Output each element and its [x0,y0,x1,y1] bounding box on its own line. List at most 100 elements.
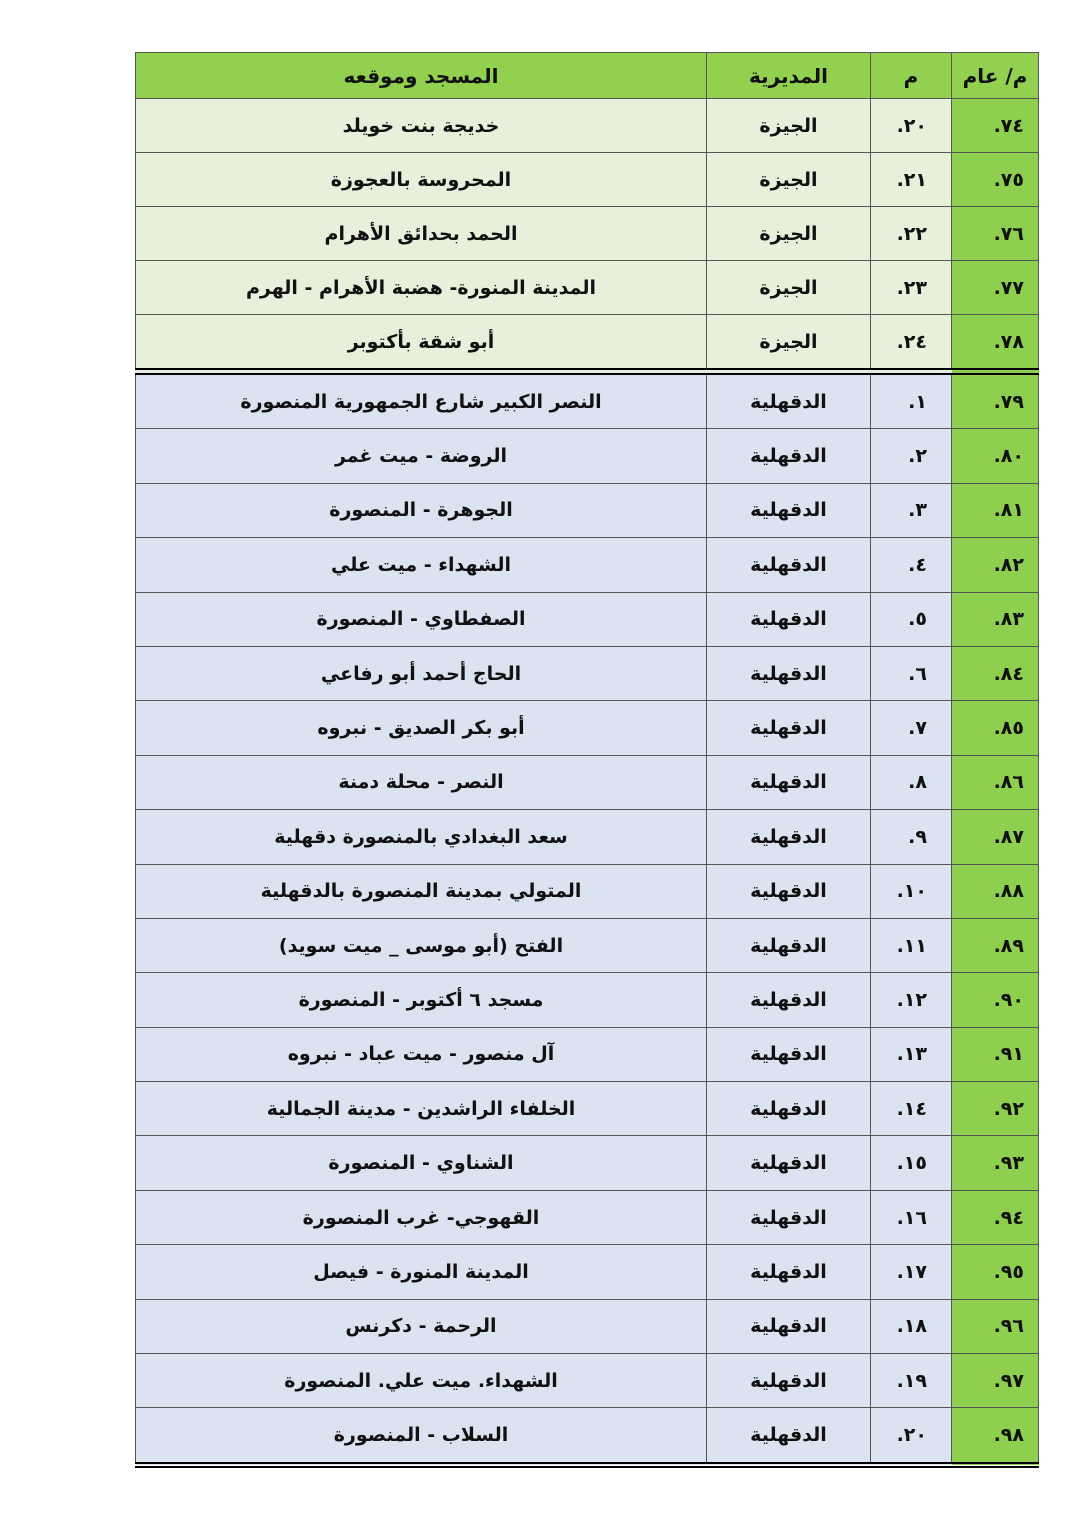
table-row: ٨٢. ٤. الدقهلية الشهداء - ميت علي [135,537,1039,593]
table-row: ٨٤. ٦. الدقهلية الحاج أحمد أبو رفاعي [135,645,1039,702]
general-number-cell: ٩٦. [951,1298,1039,1355]
number-cell: ٨. [870,754,952,811]
general-number-cell: ٩٥. [951,1244,1039,1300]
number-cell: ١٨. [870,1298,952,1355]
general-number-cell: ٧٩. [951,367,1039,430]
general-number-cell: ٩٧. [951,1353,1039,1409]
mosque-cell: السلاب - المنصورة [135,1407,707,1468]
general-number-cell: ٩٢. [951,1081,1039,1137]
number-cell: ٢٠. [870,98,952,153]
number-cell: ١٢. [870,972,952,1028]
mosque-cell: آل منصور - ميت عباد - نبروه [135,1026,707,1083]
general-number-cell: ٨٧. [951,809,1039,865]
number-cell: ١١. [870,917,952,974]
number-cell: ١٧. [870,1244,952,1300]
table-row: ٩٧. ١٩. الدقهلية الشهداء. ميت علي. المنصورة [135,1353,1039,1409]
table-row: ٨٦. ٨. الدقهلية النصر - محلة دمنة [135,754,1039,811]
number-cell: ١٠. [870,863,952,919]
number-cell: ٤. [870,537,952,593]
mosque-cell: النصر الكبير شارع الجمهورية المنصورة [135,367,707,430]
mosque-cell: الخلفاء الراشدين - مدينة الجمالية [135,1081,707,1137]
general-number-cell: ٧٨. [951,314,1039,372]
general-number-cell: ٨٣. [951,591,1039,647]
table-row: ٧٩. ١. الدقهلية النصر الكبير شارع الجمهورية… [135,367,1039,430]
table-row: ٨٧. ٩. الدقهلية سعد البغدادي بالمنصورة دقهل… [135,809,1039,865]
mosque-cell: الحمد بحدائق الأهرام [135,206,707,261]
mosque-cell: القهوجي- غرب المنصورة [135,1189,707,1246]
number-cell: ١. [870,367,952,430]
header-mosque: المسجد وموقعه [135,52,707,99]
number-cell: ٢٢. [870,206,952,261]
table-row: ٩٢. ١٤. الدقهلية الخلفاء الراشدين - مدينة ا… [135,1081,1039,1137]
mosque-cell: الرحمة - دكرنس [135,1298,707,1355]
general-number-cell: ٨١. [951,482,1039,539]
directorate-cell: الدقهلية [706,917,871,974]
mosque-cell: الشناوي - المنصورة [135,1135,707,1191]
mosque-cell: الحاج أحمد أبو رفاعي [135,645,707,702]
directorate-cell: الدقهلية [706,1026,871,1083]
number-cell: ٧. [870,700,952,756]
header-directorate: المديرية [706,52,871,99]
directorate-cell: الدقهلية [706,645,871,702]
general-number-cell: ٨٥. [951,700,1039,756]
table-row: ٨٨. ١٠. الدقهلية المتولي بمدينة المنصورة با… [135,863,1039,919]
general-number-cell: ٩٣. [951,1135,1039,1191]
header-number: م [870,52,952,99]
number-cell: ٢١. [870,152,952,207]
directorate-cell: الدقهلية [706,1189,871,1246]
table-row: ٩٨. ٢٠. الدقهلية السلاب - المنصورة [135,1407,1039,1468]
general-number-cell: ٩١. [951,1026,1039,1083]
table-row: ٩٣. ١٥. الدقهلية الشناوي - المنصورة [135,1135,1039,1191]
table-row: ٩٠. ١٢. الدقهلية مسجد ٦ أكتوبر - المنصورة [135,972,1039,1028]
directorate-cell: الدقهلية [706,1081,871,1137]
directorate-cell: الدقهلية [706,809,871,865]
table-row: ٧٦. ٢٢. الجيزة الحمد بحدائق الأهرام [135,206,1039,261]
directorate-cell: الدقهلية [706,863,871,919]
mosque-cell: المدينة المنورة - فيصل [135,1244,707,1300]
directorate-cell: الدقهلية [706,1407,871,1468]
mosque-cell: الشهداء - ميت علي [135,537,707,593]
directorate-cell: الدقهلية [706,700,871,756]
general-number-cell: ٩٨. [951,1407,1039,1468]
number-cell: ١٤. [870,1081,952,1137]
general-number-cell: ٨٩. [951,917,1039,974]
number-cell: ٢. [870,428,952,484]
number-cell: ٣. [870,482,952,539]
table-row: ٨٥. ٧. الدقهلية أبو بكر الصديق - نبروه [135,700,1039,756]
directorate-cell: الدقهلية [706,1244,871,1300]
directorate-cell: الدقهلية [706,1353,871,1409]
header-row: م/ عام م المديرية المسجد وموقعه [135,52,1039,99]
directorate-cell: الدقهلية [706,972,871,1028]
table-row: ٧٤. ٢٠. الجيزة خديجة بنت خويلد [135,98,1039,153]
table-row: ٩٦. ١٨. الدقهلية الرحمة - دكرنس [135,1298,1039,1355]
number-cell: ١٣. [870,1026,952,1083]
table-row: ٧٧. ٢٣. الجيزة المدينة المنورة- هضبة الأهرا… [135,260,1039,315]
mosque-cell: الشهداء. ميت علي. المنصورة [135,1353,707,1409]
directorate-cell: الدقهلية [706,428,871,484]
directorate-cell: الجيزة [706,314,871,372]
number-cell: ٩. [870,809,952,865]
general-number-cell: ٨٨. [951,863,1039,919]
number-cell: ٦. [870,645,952,702]
table-row: ٨٩. ١١. الدقهلية الفتح (أبو موسى _ ميت سويد… [135,917,1039,974]
number-cell: ١٦. [870,1189,952,1246]
mosque-cell: خديجة بنت خويلد [135,98,707,153]
directorate-cell: الدقهلية [706,1135,871,1191]
directorate-cell: الدقهلية [706,537,871,593]
directorate-cell: الجيزة [706,152,871,207]
general-number-cell: ٨٤. [951,645,1039,702]
mosque-cell: أبو شقة بأكتوبر [135,314,707,372]
directorate-cell: الدقهلية [706,1298,871,1355]
directorate-cell: الجيزة [706,206,871,261]
mosque-cell: المدينة المنورة- هضبة الأهرام - الهرم [135,260,707,315]
directorate-cell: الجيزة [706,260,871,315]
mosque-cell: الجوهرة - المنصورة [135,482,707,539]
number-cell: ١٩. [870,1353,952,1409]
directorate-cell: الدقهلية [706,591,871,647]
general-number-cell: ٧٦. [951,206,1039,261]
table-row: ٧٨. ٢٤. الجيزة أبو شقة بأكتوبر [135,314,1039,372]
general-number-cell: ٩٤. [951,1189,1039,1246]
directorate-cell: الدقهلية [706,754,871,811]
number-cell: ٢٠. [870,1407,952,1468]
header-general-number: م/ عام [951,52,1039,99]
